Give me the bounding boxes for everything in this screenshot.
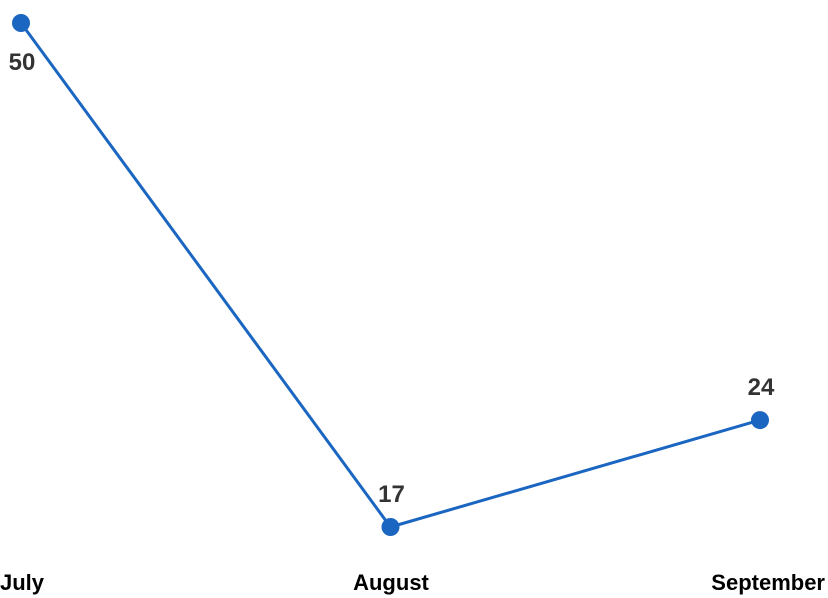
x-tick-august: August [353,570,429,595]
data-label-september: 24 [748,374,775,401]
series-line [19,22,761,529]
data-label-august: 17 [378,481,405,508]
data-point-august[interactable] [381,518,400,536]
x-tick-september: September [711,570,825,595]
x-axis-ticks: July August September [0,570,825,595]
data-label-july: 50 [9,49,36,76]
data-point-july[interactable] [12,14,30,32]
data-point-september[interactable] [751,411,769,430]
series-layer [12,14,769,536]
data-labels-layer: 50 17 24 [9,49,775,508]
x-tick-july: July [0,570,45,595]
